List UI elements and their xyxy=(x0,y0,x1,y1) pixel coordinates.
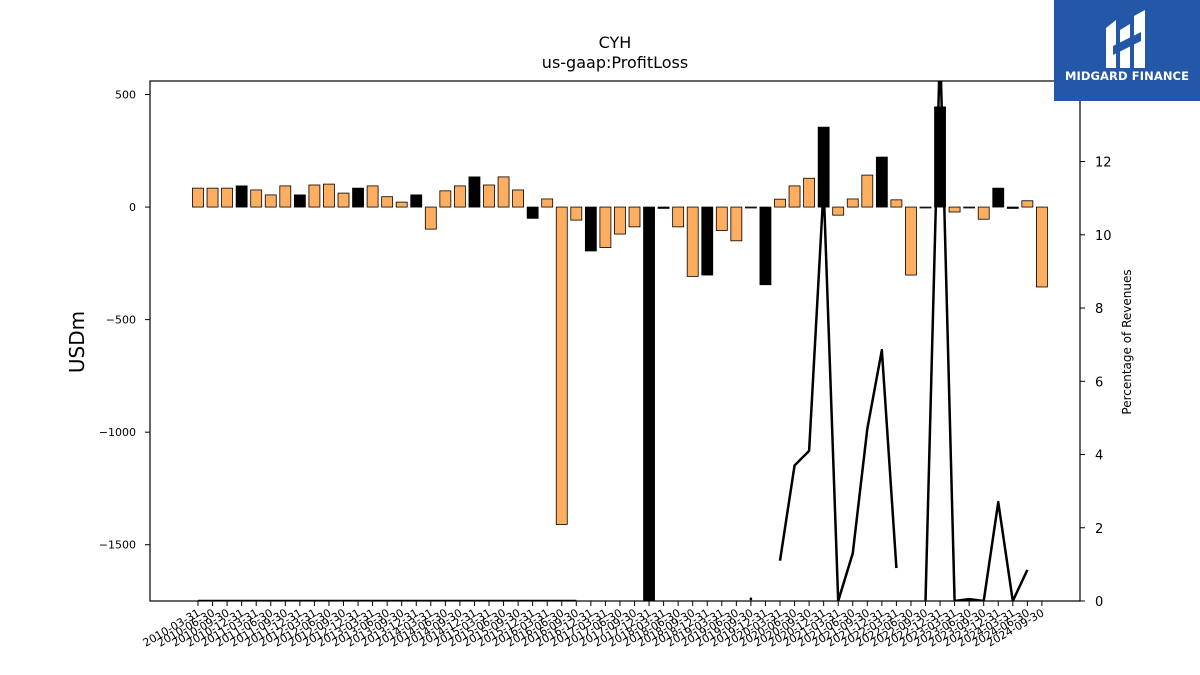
bar-2015-09-30 xyxy=(512,189,524,208)
y-tick-label: −1500 xyxy=(99,539,136,552)
bar-2017-09-30 xyxy=(628,206,641,228)
bar-2023-09-30 xyxy=(977,206,990,220)
bar-2019-03-31 xyxy=(715,206,728,231)
bar-2020-06-30 xyxy=(788,185,801,208)
bar-2011-09-30 xyxy=(279,185,292,208)
y2-tick-label: 0 xyxy=(1095,595,1103,610)
y-tick-label: 500 xyxy=(115,89,136,102)
bar-2017-03-31 xyxy=(599,206,612,248)
pct-line-layer xyxy=(198,81,1029,601)
bar-2014-09-30 xyxy=(453,185,466,208)
bar-2018-09-30 xyxy=(686,206,699,277)
y2-tick-label: 10 xyxy=(1095,229,1112,244)
bar-2013-12-31 xyxy=(410,194,423,208)
y-tick-label: 0 xyxy=(129,201,136,214)
plot-frame xyxy=(149,80,1081,602)
chart-subtitle: us-gaap:ProfitLoss xyxy=(542,53,688,72)
axes-layer: −1500−1000−5000500024681012142010-03-312… xyxy=(99,80,1112,650)
bar-2020-03-31 xyxy=(774,198,786,208)
midgard-m-logo-icon xyxy=(1106,10,1145,68)
bar-2014-06-30 xyxy=(439,190,452,208)
y-tick-label: −500 xyxy=(106,314,136,327)
bar-2016-03-31 xyxy=(541,198,554,208)
pct-line-segment-2 xyxy=(778,185,898,601)
bar-2013-09-30 xyxy=(395,201,408,208)
bar-2019-06-30 xyxy=(730,206,743,242)
bar-2012-09-30 xyxy=(337,192,350,208)
brand-logo: MIDGARD FINANCE xyxy=(1054,0,1200,101)
bar-2015-12-31 xyxy=(526,206,539,219)
bar-2022-06-30 xyxy=(905,206,917,276)
bar-2012-12-31 xyxy=(352,187,364,208)
bar-2011-12-31 xyxy=(293,194,306,208)
bar-2012-06-30 xyxy=(323,183,335,208)
bar-2011-03-31 xyxy=(250,189,263,208)
bar-2012-03-31 xyxy=(308,184,321,208)
y-axis-label: USDm xyxy=(65,311,89,373)
bar-2017-12-31 xyxy=(643,206,655,601)
bar-2018-06-30 xyxy=(672,206,685,228)
bar-2014-03-31 xyxy=(424,206,437,230)
bar-2010-06-30 xyxy=(206,187,219,208)
bar-2021-12-31 xyxy=(875,156,888,208)
bar-2018-03-31 xyxy=(657,206,670,209)
y2-tick-label: 4 xyxy=(1095,449,1103,464)
bar-2017-06-30 xyxy=(614,206,626,235)
bar-2021-03-31 xyxy=(832,206,845,216)
y2-axis-label: Percentage of Revenues xyxy=(1120,269,1134,414)
y2-tick-label: 12 xyxy=(1095,156,1112,171)
bar-2010-12-31 xyxy=(235,185,248,208)
bar-2011-06-30 xyxy=(264,194,277,208)
bar-2018-12-31 xyxy=(701,206,714,276)
bar-2010-09-30 xyxy=(221,187,234,208)
y2-tick-label: 2 xyxy=(1095,522,1103,537)
pct-line-segment-3 xyxy=(924,81,1029,601)
bar-2023-06-30 xyxy=(963,206,976,209)
bar-2013-03-31 xyxy=(366,185,379,208)
brand-name: MIDGARD FINANCE xyxy=(1064,69,1190,83)
bar-2016-12-31 xyxy=(584,206,597,252)
bar-2013-06-30 xyxy=(381,196,394,208)
bar-2024-09-30 xyxy=(1036,206,1048,288)
chart-title: CYH xyxy=(599,33,632,52)
bar-2014-12-31 xyxy=(468,176,481,208)
bar-2023-12-31 xyxy=(992,187,1005,208)
bar-2020-09-30 xyxy=(803,177,815,208)
bar-2021-09-30 xyxy=(861,174,874,208)
y-tick-label: −1000 xyxy=(99,426,136,439)
bar-2016-09-30 xyxy=(570,206,583,221)
bar-2023-03-31 xyxy=(948,206,961,213)
y2-tick-label: 6 xyxy=(1095,375,1103,390)
bar-2010-03-31 xyxy=(192,187,204,208)
bar-2022-12-31 xyxy=(934,106,946,208)
bar-2021-06-30 xyxy=(846,198,859,208)
bar-2022-03-31 xyxy=(890,199,903,208)
y2-tick-label: 8 xyxy=(1095,302,1103,317)
bar-2015-06-30 xyxy=(497,176,510,208)
bar-2022-09-30 xyxy=(919,206,932,209)
bars-layer xyxy=(192,106,1048,601)
bar-2019-12-31 xyxy=(759,206,772,286)
bar-2015-03-31 xyxy=(483,184,495,208)
bar-2024-03-31 xyxy=(1006,206,1019,209)
bar-2024-06-30 xyxy=(1021,200,1034,208)
bar-2019-09-30 xyxy=(745,206,757,209)
bar-2016-06-30 xyxy=(555,206,568,525)
